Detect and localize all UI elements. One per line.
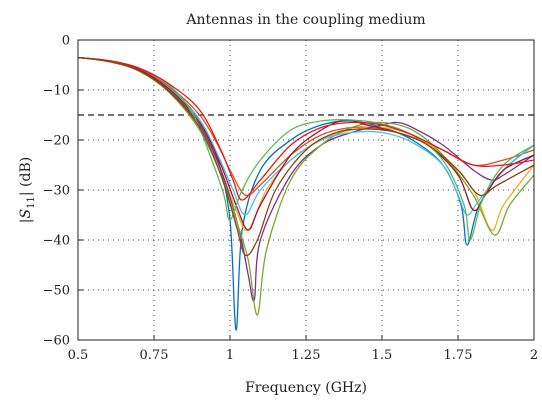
y-tick-label: −20 [43,134,70,149]
axis-ticks: 0.5 0.75 1 1.25 1.5 1.75 2 0 −10 −20 −30 −40 −50 −60 [43,34,539,364]
x-tick-label: 1 [226,348,234,363]
y-axis-label-subscript: 11 [26,196,37,209]
y-tick-label: −10 [43,84,70,99]
y-axis-label-symbol: S [18,209,34,219]
y-axis-label-bar-left: | [18,218,34,223]
series-line [77,56,535,201]
series-line [77,56,535,241]
series-layer [77,56,535,331]
y-axis-label-unit: | (dB) [18,157,34,196]
series-line [77,56,535,231]
x-tick-label: 0.75 [140,348,169,363]
y-tick-label: −60 [43,334,70,349]
series-line [77,56,535,257]
y-tick-label: 0 [62,34,70,49]
x-tick-label: 1.5 [372,348,393,363]
y-axis-label: |S11| (dB) [18,157,37,223]
x-tick-label: 1.75 [444,348,473,363]
x-tick-label: 1.25 [292,348,321,363]
x-tick-label: 2 [530,348,538,363]
y-tick-label: −40 [43,234,70,249]
y-tick-label: −30 [43,184,70,199]
chart-title: Antennas in the coupling medium [185,12,425,28]
y-tick-label: −50 [43,284,70,299]
x-tick-label: 0.5 [68,348,89,363]
x-axis-label: Frequency (GHz) [245,380,367,396]
series-line [77,56,535,197]
series-line [77,56,535,316]
